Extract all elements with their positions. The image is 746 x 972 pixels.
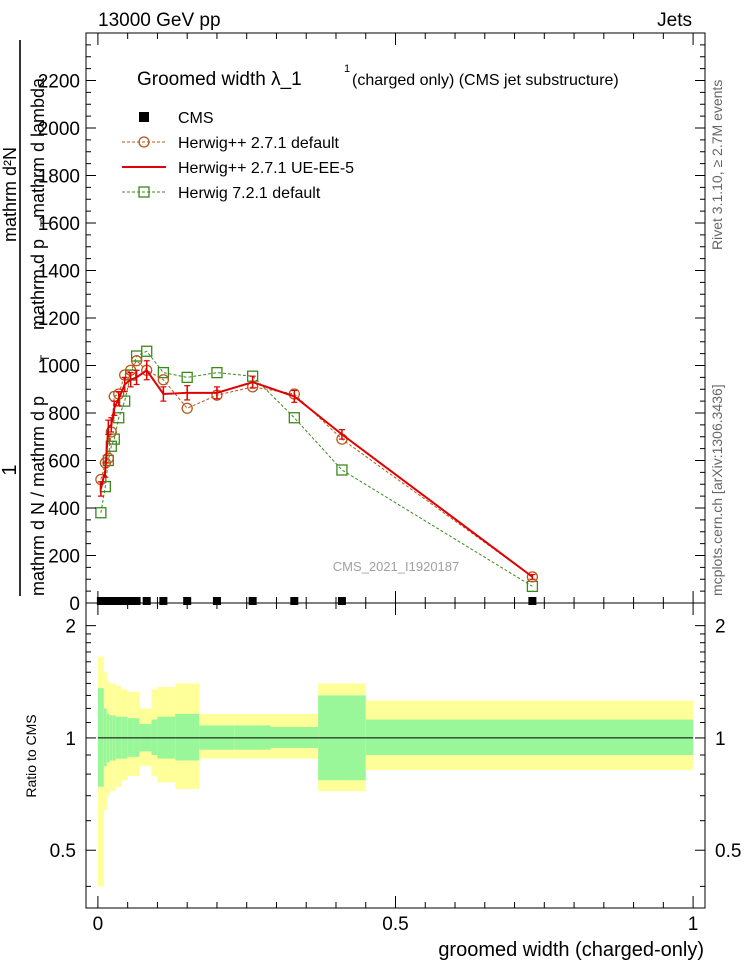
- ylabel-denominator-sub: T: [38, 354, 52, 362]
- point-cms: [159, 597, 168, 605]
- legend-cms-label: CMS: [178, 110, 214, 127]
- xtick-label: 0: [93, 914, 104, 935]
- ytick-label: 2000: [38, 119, 80, 140]
- point-herwig721: [181, 371, 193, 384]
- plot-title-sup: 1: [344, 63, 350, 75]
- ylabel-dpt: mathrm d p: [28, 239, 48, 330]
- ylabel-one: 1: [0, 464, 21, 475]
- ytick-label: 0: [69, 594, 80, 615]
- point-herwig721: [336, 464, 348, 476]
- rivet-version-text: Rivet 3.1.10, ≥ 2.7M events: [709, 80, 725, 250]
- ytick-label: 2200: [38, 72, 80, 93]
- ratio-ytick-label-right: 2: [715, 617, 726, 638]
- xtick-label: 1: [688, 914, 699, 935]
- point-cms: [114, 597, 123, 605]
- ytick-label: 1400: [38, 262, 80, 283]
- plot-title-main: Groomed width λ_1: [137, 69, 302, 90]
- point-herwig271: [526, 571, 539, 583]
- ratio-ylabel: Ratio to CMS: [23, 714, 39, 797]
- ytick-label: 600: [48, 452, 80, 473]
- ytick-label: 1200: [38, 309, 80, 330]
- legend-h271-label: Herwig++ 2.7.1 default: [178, 135, 340, 152]
- header-left: 13000 GeV pp: [98, 10, 221, 31]
- ylabel-dlambda: mathrm d lambda: [28, 77, 48, 218]
- point-cms: [120, 597, 129, 605]
- ratio-band-inner: [365, 719, 694, 755]
- x-axis-label: groomed width (charged-only): [438, 939, 704, 961]
- point-cms: [248, 597, 257, 605]
- point-herwig721: [141, 345, 153, 357]
- point-cms: [96, 597, 105, 605]
- legend-cms-marker: [139, 112, 149, 122]
- plot-title: Groomed width λ_1 1 (charged only) (CMS …: [137, 63, 619, 90]
- ytick-label: 200: [48, 547, 80, 568]
- point-herwig721: [157, 366, 170, 379]
- ratio-band-inner: [103, 708, 107, 767]
- ylabel-dpt-sub: T: [38, 219, 52, 227]
- mcplots-text: mcplots.cern.ch [arXiv:1306.3436]: [709, 384, 725, 596]
- header-right: Jets: [657, 10, 692, 31]
- ratio-bands: [97, 656, 694, 887]
- point-herwig721: [95, 507, 107, 519]
- legend: CMS Herwig++ 2.7.1 default Herwig++ 2.7.…: [122, 110, 354, 202]
- point-cms: [132, 597, 141, 605]
- ytick-label: 1000: [38, 357, 80, 378]
- ytick-label: 1600: [38, 214, 80, 235]
- point-herwig721: [288, 412, 300, 424]
- ylabel-denominator: mathrm d N / mathrm d p: [28, 396, 48, 596]
- legend-ueee5-label: Herwig++ 2.7.1 UE-EE-5: [178, 160, 354, 177]
- ratio-ytick-label-right: 1: [715, 729, 726, 750]
- ratio-ytick-label: 1: [65, 729, 76, 750]
- point-herwig271: [130, 355, 143, 367]
- plot-title-rest: (charged only) (CMS jet substructure): [352, 72, 619, 89]
- point-herwig721: [108, 433, 120, 445]
- point-cms: [337, 597, 346, 605]
- ytick-label: 1800: [38, 167, 80, 188]
- xtick-label: 0.5: [382, 914, 408, 935]
- ratio-band-inner: [151, 719, 158, 755]
- ratio-band-inner: [175, 713, 200, 761]
- legend-h271-marker: [138, 136, 150, 148]
- ratio-ytick-label-right: 0.5: [715, 841, 741, 862]
- ytick-label: 400: [48, 499, 80, 520]
- main-ylabel: 1 mathrm d²N mathrm d p T mathrm d lambd…: [0, 40, 52, 596]
- point-cms: [142, 597, 151, 605]
- ratio-ytick-label: 0.5: [50, 841, 76, 862]
- legend-h721-label: Herwig 7.2.1 default: [178, 185, 321, 202]
- point-herwig721: [119, 395, 131, 407]
- point-herwig721: [211, 366, 223, 379]
- legend-h721-marker: [138, 186, 150, 198]
- ratio-ytick-label: 2: [65, 617, 76, 638]
- ylabel-d2n: mathrm d²N: [0, 147, 20, 242]
- ytick-label: 800: [48, 404, 80, 425]
- point-cms: [290, 597, 299, 605]
- point-cms: [110, 597, 119, 605]
- point-herwig271: [181, 402, 193, 414]
- axes: 0200400600800100012001400160018002000220…: [38, 32, 741, 935]
- ratio-band-inner: [97, 688, 104, 787]
- main-series: [95, 345, 539, 605]
- point-cms: [126, 597, 135, 605]
- point-cms: [528, 597, 537, 605]
- series-line-herwig271: [100, 359, 533, 578]
- point-herwig271: [157, 374, 170, 386]
- analysis-watermark: CMS_2021_I1920187: [333, 559, 460, 574]
